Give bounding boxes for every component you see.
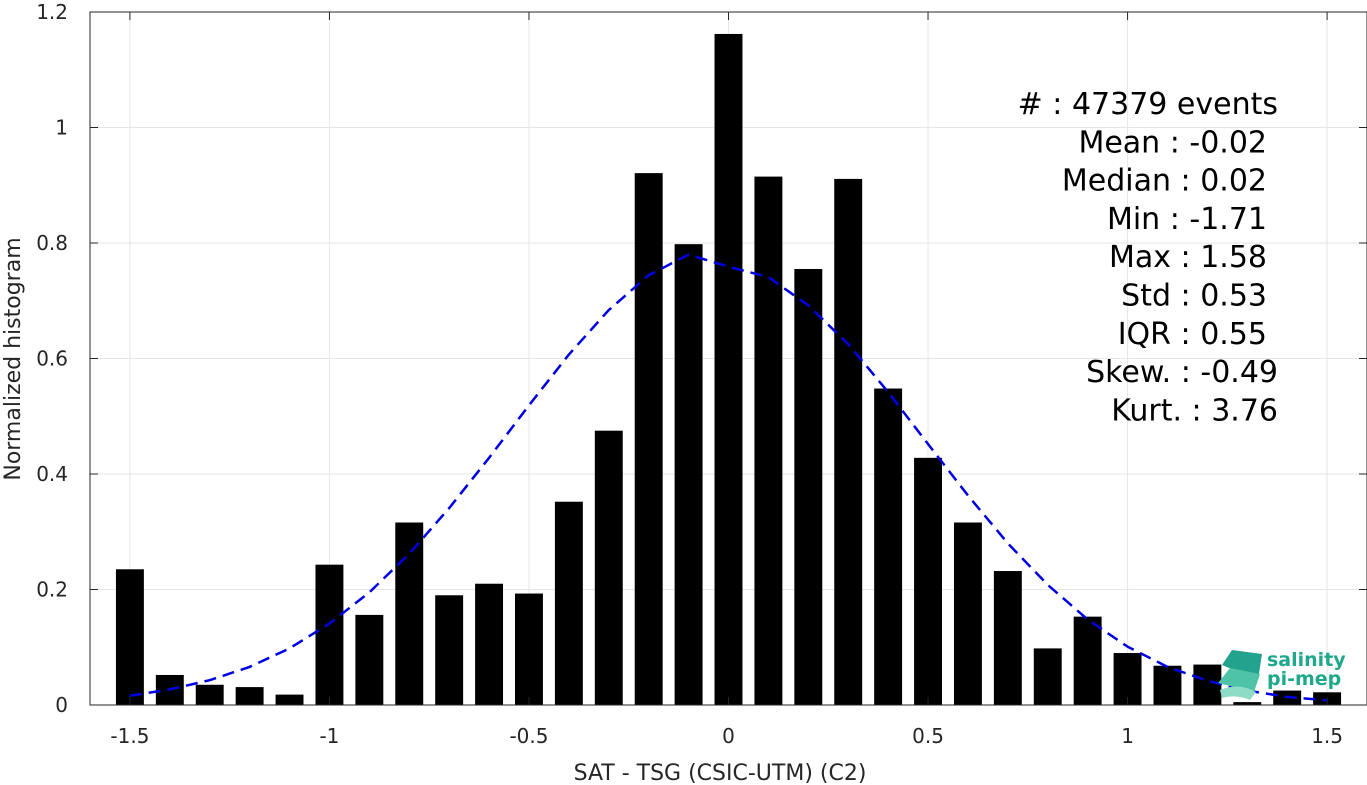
histogram-bar [554,501,583,705]
histogram-bar [874,388,903,705]
histogram-bar [914,457,942,705]
y-tick-label: 0 [55,693,68,717]
axes [89,11,1367,706]
histogram-bar [1193,664,1222,705]
fit-curve-group [129,253,1328,702]
histogram-bar [435,595,464,705]
histogram-bar [315,564,344,705]
histogram-bar [515,593,543,705]
stat-line: Std : 0.53 [1121,279,1267,314]
histogram-bar [953,522,982,705]
stat-line: Max : 1.58 [1109,240,1267,275]
y-tick-label: 1.2 [36,0,68,24]
histogram-bar [355,614,384,705]
y-tick-label: 0.2 [36,578,68,602]
histogram-bar [1233,702,1262,705]
histogram-bar [993,571,1022,705]
y-tick-labels: 0 0.2 0.4 0.6 0.8 1 1.2 [36,0,68,717]
x-axis-label: SAT - TSG (CSIC-UTM) (C2) [574,761,867,785]
histogram-bar [1073,616,1102,705]
histogram-bar [1113,653,1142,705]
histogram-bar [714,33,743,705]
stat-line: # : 47379 events [1018,87,1278,122]
stat-line: Kurt. : 3.76 [1111,393,1278,428]
histogram-bar [475,583,504,705]
stat-line: IQR : 0.55 [1118,317,1267,352]
x-tick-label: -1.5 [110,724,149,748]
x-tick-labels: -1.5 -1 -0.5 0 0.5 1 1.5 [110,724,1343,748]
histogram-bar [634,173,663,705]
x-tick-label: 1.5 [1311,724,1343,748]
y-tick-label: 0.6 [36,347,68,371]
histogram-bar [1033,648,1062,705]
logo-mark-icon [1218,650,1262,700]
stat-line: Median : 0.02 [1062,164,1267,199]
gaussian-fit-line [129,253,1328,702]
histogram-bar [674,244,703,705]
x-tick-label: -0.5 [509,724,548,748]
salinity-pi-mep-logo: salinity pi-mep [1218,649,1346,700]
histogram-bar [275,694,304,705]
stat-line: Skew. : -0.49 [1086,355,1278,390]
y-tick-label: 0.4 [36,462,68,486]
histogram-bar [754,176,783,705]
stat-line: Min : -1.71 [1107,202,1267,237]
x-tick-label: 0.5 [912,724,944,748]
histogram-bar [1153,665,1182,705]
x-tick-label: 1 [1121,724,1134,748]
histogram-bar [235,687,264,705]
histogram-bars [115,33,1342,705]
x-tick-label: 0 [722,724,735,748]
y-axis-label: Normalized histogram [1,237,26,480]
histogram-bar [115,569,144,705]
histogram-bar [195,684,224,705]
y-tick-label: 1 [55,116,68,140]
x-tick-label: -1 [319,724,339,748]
y-tick-label: 0.8 [36,231,68,255]
histogram-bar [834,178,863,705]
histogram-bar [794,268,823,705]
logo-line2: pi-mep [1267,668,1341,690]
histogram-bar [395,522,424,705]
logo-line1: salinity [1267,649,1346,671]
stat-line: Mean : -0.02 [1078,125,1267,160]
histogram-bar [594,430,623,705]
